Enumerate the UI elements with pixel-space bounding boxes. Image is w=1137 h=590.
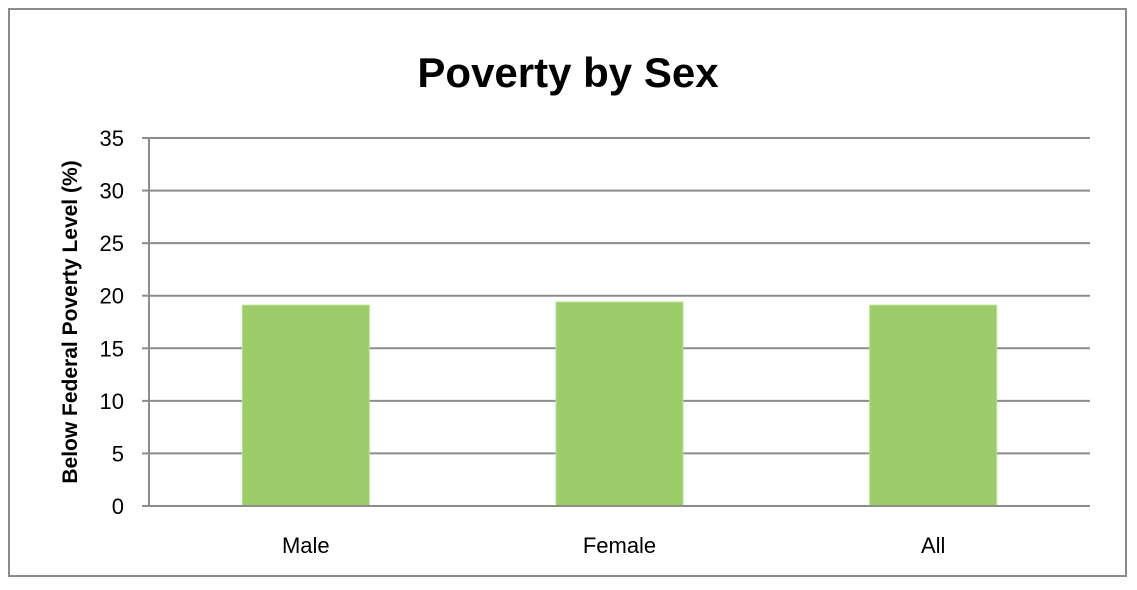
y-tick-label: 5 xyxy=(112,441,124,466)
y-tick-label: 20 xyxy=(100,284,124,309)
bar-all xyxy=(869,304,998,507)
x-tick-label: All xyxy=(921,533,945,558)
y-tick-label: 25 xyxy=(100,231,124,256)
y-axis-ticks: 0 5 10 15 20 25 30 35 xyxy=(100,126,149,519)
bar-male xyxy=(241,304,370,507)
bar-female xyxy=(555,301,684,507)
chart-title: Poverty by Sex xyxy=(417,49,719,96)
y-tick-label: 30 xyxy=(100,179,124,204)
y-tick-label: 35 xyxy=(100,126,124,151)
y-axis-label: Below Federal Poverty Level (%) xyxy=(59,160,82,483)
y-tick-label: 10 xyxy=(100,389,124,414)
x-tick-label: Male xyxy=(282,533,330,558)
x-tick-label: Female xyxy=(583,533,656,558)
x-axis-ticks: Male Female All xyxy=(282,533,945,558)
y-tick-label: 0 xyxy=(112,494,124,519)
bars xyxy=(241,301,998,507)
y-tick-label: 15 xyxy=(100,336,124,361)
